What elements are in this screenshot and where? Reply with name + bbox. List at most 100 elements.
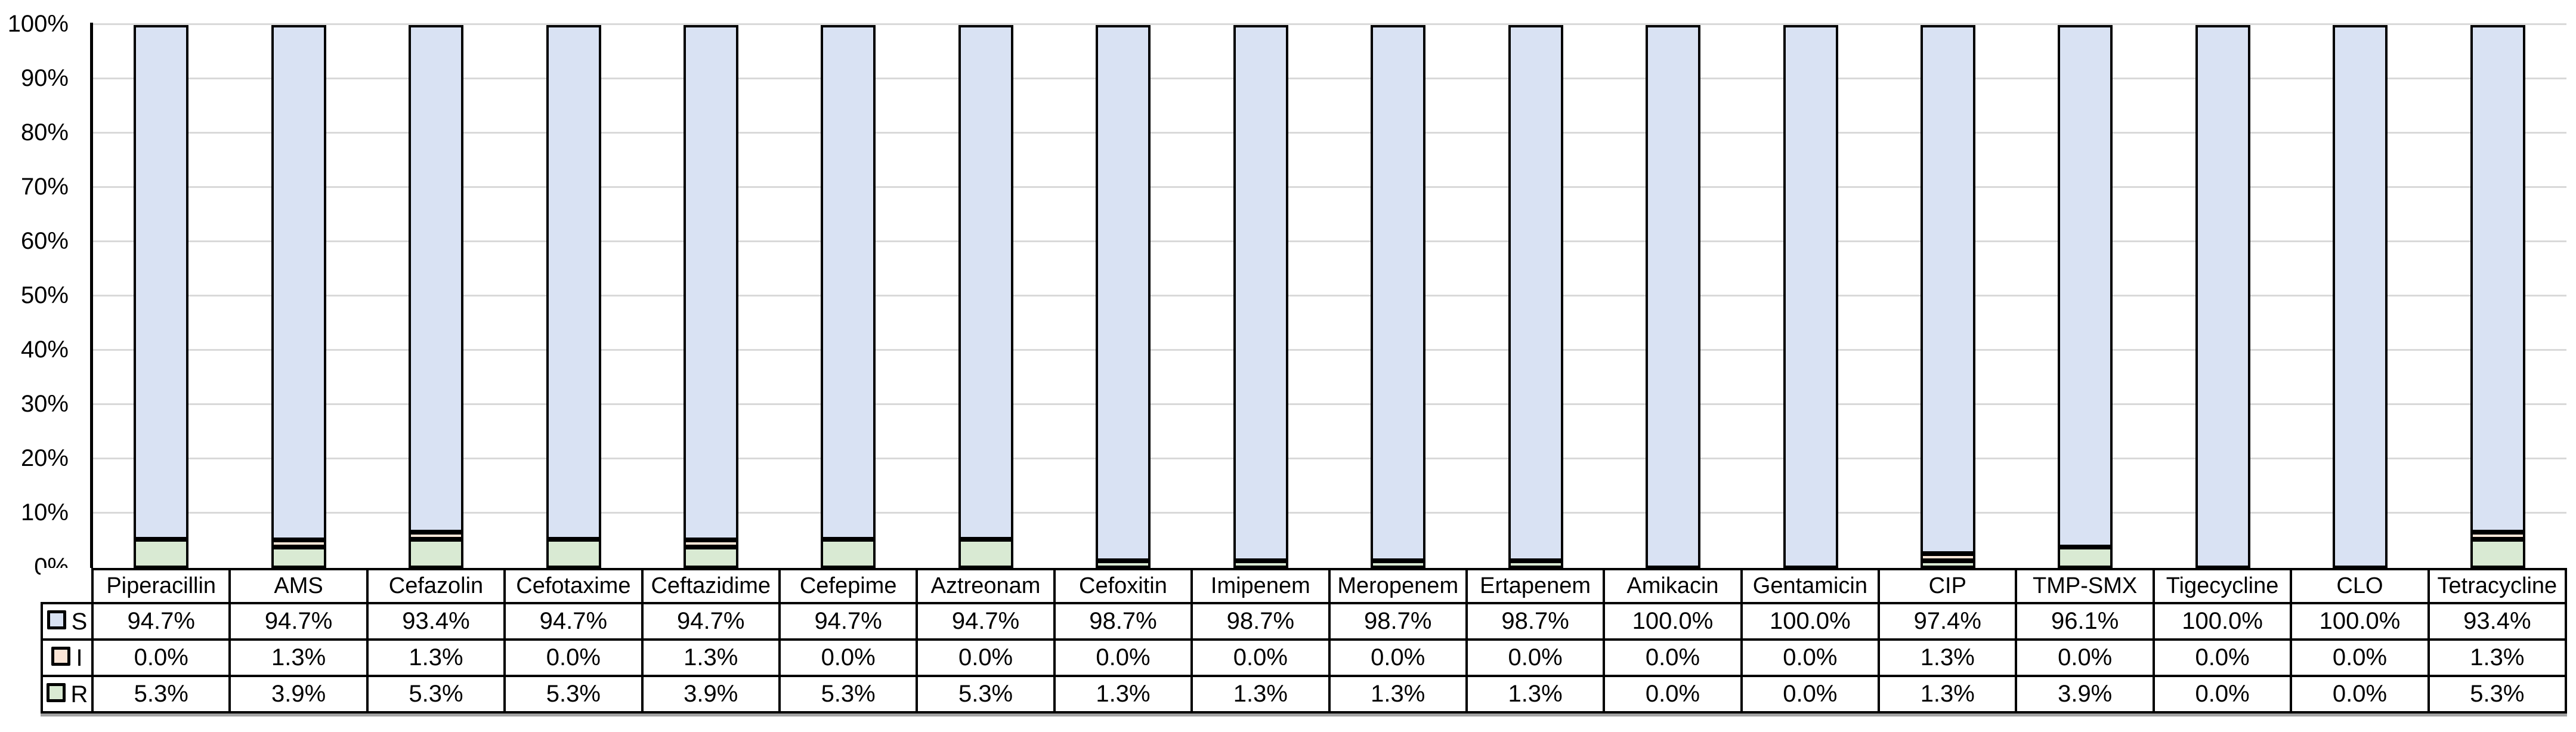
value-cell-i-Aztreonam: 0.0% — [916, 638, 1056, 677]
value-cell-s-Cefepime: 94.7% — [778, 602, 919, 641]
value-cell-r-Cefepime: 5.3% — [778, 675, 919, 714]
value-cell-s-CLO: 100.0% — [2290, 602, 2430, 641]
bar-segment-s-Aztreonam — [958, 25, 1013, 539]
gridline — [92, 23, 2566, 25]
gridline — [92, 349, 2566, 351]
value-cell-r-Cefazolin: 5.3% — [366, 675, 506, 714]
bar-segment-s-Gentamicin — [1783, 25, 1838, 568]
category-cell-Ceftazidime: Ceftazidime — [641, 568, 781, 604]
legend-swatch-i-icon — [51, 647, 71, 666]
value-cell-i-Meropenem: 0.0% — [1328, 638, 1468, 677]
bar-segment-s-Cefotaxime — [546, 25, 601, 539]
bar-segment-s-Ertapenem — [1508, 25, 1563, 561]
value-cell-r-Gentamicin: 0.0% — [1740, 675, 1881, 714]
gridline — [92, 240, 2566, 242]
value-cell-i-TMP-SMX: 0.0% — [2015, 638, 2155, 677]
value-cell-s-Ertapenem: 98.7% — [1465, 602, 1606, 641]
value-cell-i-CIP: 1.3% — [1878, 638, 2018, 677]
value-cell-i-Tigecycline: 0.0% — [2152, 638, 2293, 677]
category-cell-Amikacin: Amikacin — [1603, 568, 1743, 604]
bar-segment-s-Ceftazidime — [684, 25, 738, 540]
category-cell-Tigecycline: Tigecycline — [2152, 568, 2293, 604]
value-cell-r-Cefoxitin: 1.3% — [1053, 675, 1193, 714]
bar-segment-r-CIP — [1921, 561, 1975, 568]
bar-segment-i-Ceftazidime — [684, 540, 738, 547]
value-cell-i-Cefotaxime: 0.0% — [503, 638, 644, 677]
value-cell-i-AMS: 1.3% — [228, 638, 369, 677]
category-cell-Meropenem: Meropenem — [1328, 568, 1468, 604]
bar-segment-r-Aztreonam — [958, 539, 1013, 568]
bar-segment-r-AMS — [271, 547, 326, 568]
y-axis-tick-label: 70% — [20, 174, 69, 200]
legend-swatch-r-icon — [46, 683, 66, 703]
value-cell-r-TMP-SMX: 3.9% — [2015, 675, 2155, 714]
gridline — [92, 512, 2566, 514]
legend-key-s: S — [41, 602, 94, 641]
data-table: Piperacillin AMS Cefazolin Cefotaxime Ceftaz… — [41, 568, 2568, 714]
gridline — [92, 458, 2566, 459]
value-cell-r-Cefotaxime: 5.3% — [503, 675, 644, 714]
value-cell-s-Tetracycline: 93.4% — [2427, 602, 2568, 641]
value-cell-i-Cefazolin: 1.3% — [366, 638, 506, 677]
bar-segment-s-Piperacillin — [134, 25, 189, 539]
gridline — [92, 403, 2566, 405]
y-axis-tick-label: 30% — [20, 391, 69, 417]
value-cell-i-Cefepime: 0.0% — [778, 638, 919, 677]
y-axis-tick-label: 40% — [20, 336, 69, 363]
gridline — [92, 295, 2566, 296]
value-cell-s-Cefoxitin: 98.7% — [1053, 602, 1193, 641]
legend-swatch-s-icon — [47, 610, 66, 630]
value-cell-s-Tigecycline: 100.0% — [2152, 602, 2293, 641]
value-cell-r-Meropenem: 1.3% — [1328, 675, 1468, 714]
value-cell-r-Amikacin: 0.0% — [1603, 675, 1743, 714]
value-cell-s-Aztreonam: 94.7% — [916, 602, 1056, 641]
value-cell-s-Meropenem: 98.7% — [1328, 602, 1468, 641]
bar-segment-r-Cefepime — [821, 539, 876, 568]
value-cell-s-Cefotaxime: 94.7% — [503, 602, 644, 641]
category-cell-Cefepime: Cefepime — [778, 568, 919, 604]
value-cell-r-Ertapenem: 1.3% — [1465, 675, 1606, 714]
bar-segment-r-Ceftazidime — [684, 547, 738, 568]
bar-segment-s-Cefazolin — [409, 25, 464, 532]
category-cell-Cefotaxime: Cefotaxime — [503, 568, 644, 604]
gridline — [92, 132, 2566, 134]
value-cell-s-CIP: 97.4% — [1878, 602, 2018, 641]
bar-segment-r-Ertapenem — [1508, 561, 1563, 568]
y-axis-tick-label: 60% — [20, 228, 69, 254]
value-cell-s-AMS: 94.7% — [228, 602, 369, 641]
value-cell-r-Tetracycline: 5.3% — [2427, 675, 2568, 714]
bar-segment-s-AMS — [271, 25, 326, 540]
value-cell-s-Piperacillin: 94.7% — [91, 602, 231, 641]
category-cell-TMP-SMX: TMP-SMX — [2015, 568, 2155, 604]
legend-label-s: S — [71, 608, 88, 635]
value-cell-i-Piperacillin: 0.0% — [91, 638, 231, 677]
bar-segment-r-Cefazolin — [409, 539, 464, 568]
bar-segment-s-Meropenem — [1371, 25, 1426, 561]
category-cell-AMS: AMS — [228, 568, 369, 604]
bar-segment-r-Imipenem — [1233, 561, 1288, 568]
bar-segment-s-Imipenem — [1233, 25, 1288, 561]
value-cell-r-AMS: 3.9% — [228, 675, 369, 714]
gridline — [92, 186, 2566, 188]
table-corner-blank — [42, 569, 92, 603]
category-cell-Ertapenem: Ertapenem — [1465, 568, 1606, 604]
y-axis-tick-label: 80% — [20, 119, 69, 146]
value-cell-i-Amikacin: 0.0% — [1603, 638, 1743, 677]
gridline — [92, 78, 2566, 79]
y-axis-line — [90, 23, 93, 570]
bar-segment-s-Tetracycline — [2470, 25, 2525, 532]
value-cell-r-Imipenem: 1.3% — [1190, 675, 1331, 714]
bar-segment-r-Meropenem — [1371, 561, 1426, 568]
category-cell-CLO: CLO — [2290, 568, 2430, 604]
bar-segment-i-CIP — [1921, 554, 1975, 561]
value-cell-r-Ceftazidime: 3.9% — [641, 675, 781, 714]
value-cell-i-Ertapenem: 0.0% — [1465, 638, 1606, 677]
bar-segment-s-Tigecycline — [2195, 25, 2250, 568]
bar-segment-s-Amikacin — [1646, 25, 1701, 568]
value-cell-r-Tigecycline: 0.0% — [2152, 675, 2293, 714]
bar-segment-i-Tetracycline — [2470, 532, 2525, 539]
bar-segment-r-Cefotaxime — [546, 539, 601, 568]
y-axis-tick-label: 10% — [20, 499, 69, 526]
category-cell-Tetracycline: Tetracycline — [2427, 568, 2568, 604]
